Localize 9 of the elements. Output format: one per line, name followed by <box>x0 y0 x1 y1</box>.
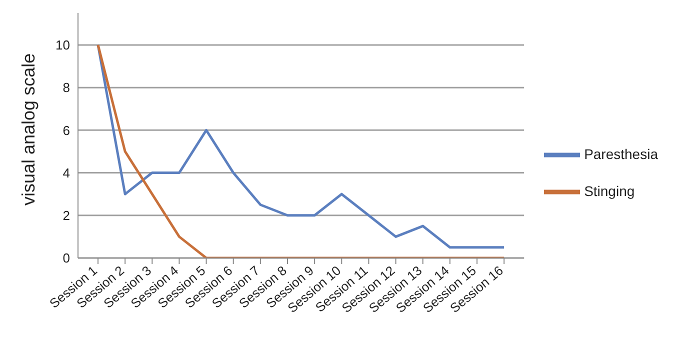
y-tick-label: 0 <box>62 250 70 266</box>
y-tick-label: 10 <box>56 38 70 53</box>
legend-label: Stinging <box>584 183 635 199</box>
y-tick-label: 2 <box>62 208 70 224</box>
y-tick-label: 4 <box>62 165 70 180</box>
y-tick-label: 8 <box>62 80 70 96</box>
y-axis-title: visual analog scale <box>18 53 38 206</box>
legend-label: Paresthesia <box>584 146 658 162</box>
y-tick-label: 6 <box>62 122 70 138</box>
